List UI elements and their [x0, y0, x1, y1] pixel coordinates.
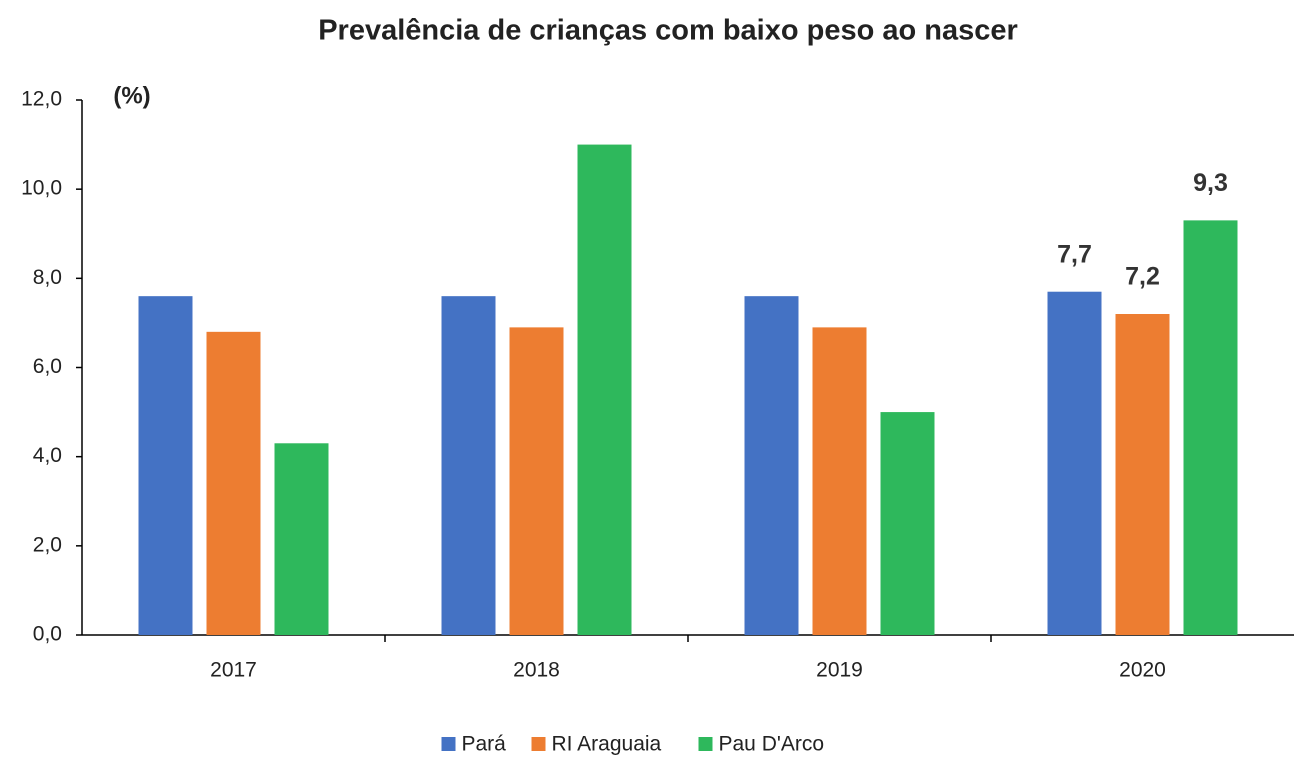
legend-swatch: [441, 737, 456, 751]
legend-swatch: [698, 737, 713, 751]
legend-label: Pará: [462, 733, 507, 756]
bar: [206, 331, 261, 635]
bar: [138, 296, 193, 635]
bar: [509, 327, 564, 635]
bar: [880, 412, 935, 635]
bar: [744, 296, 799, 635]
legend-label: RI Araguaia: [552, 733, 662, 756]
data-label: 7,2: [1125, 263, 1160, 291]
x-tick-label: 2017: [210, 659, 257, 682]
y-tick-label: 12,0: [21, 88, 62, 111]
y-tick-label: 2,0: [33, 533, 62, 556]
y-axis-label: (%): [113, 82, 150, 109]
y-tick-label: 6,0: [33, 355, 62, 378]
bar: [812, 327, 867, 635]
bar: [1047, 291, 1102, 635]
data-label: 9,3: [1193, 169, 1228, 197]
legend-swatch: [531, 737, 546, 751]
bar: [441, 296, 496, 635]
y-tick-label: 0,0: [33, 623, 62, 646]
bar: [1183, 220, 1238, 635]
x-tick-label: 2018: [513, 659, 560, 682]
bar: [1115, 314, 1170, 635]
data-label: 7,7: [1057, 240, 1092, 268]
y-tick-label: 4,0: [33, 444, 62, 467]
x-tick-label: 2020: [1119, 659, 1166, 682]
bar: [274, 443, 329, 635]
chart-title: Prevalência de crianças com baixo peso a…: [318, 15, 1018, 47]
y-tick-label: 10,0: [21, 177, 62, 200]
legend-label: Pau D'Arco: [719, 733, 825, 756]
y-tick-label: 8,0: [33, 266, 62, 289]
bar: [577, 144, 632, 636]
x-tick-label: 2019: [816, 659, 863, 682]
